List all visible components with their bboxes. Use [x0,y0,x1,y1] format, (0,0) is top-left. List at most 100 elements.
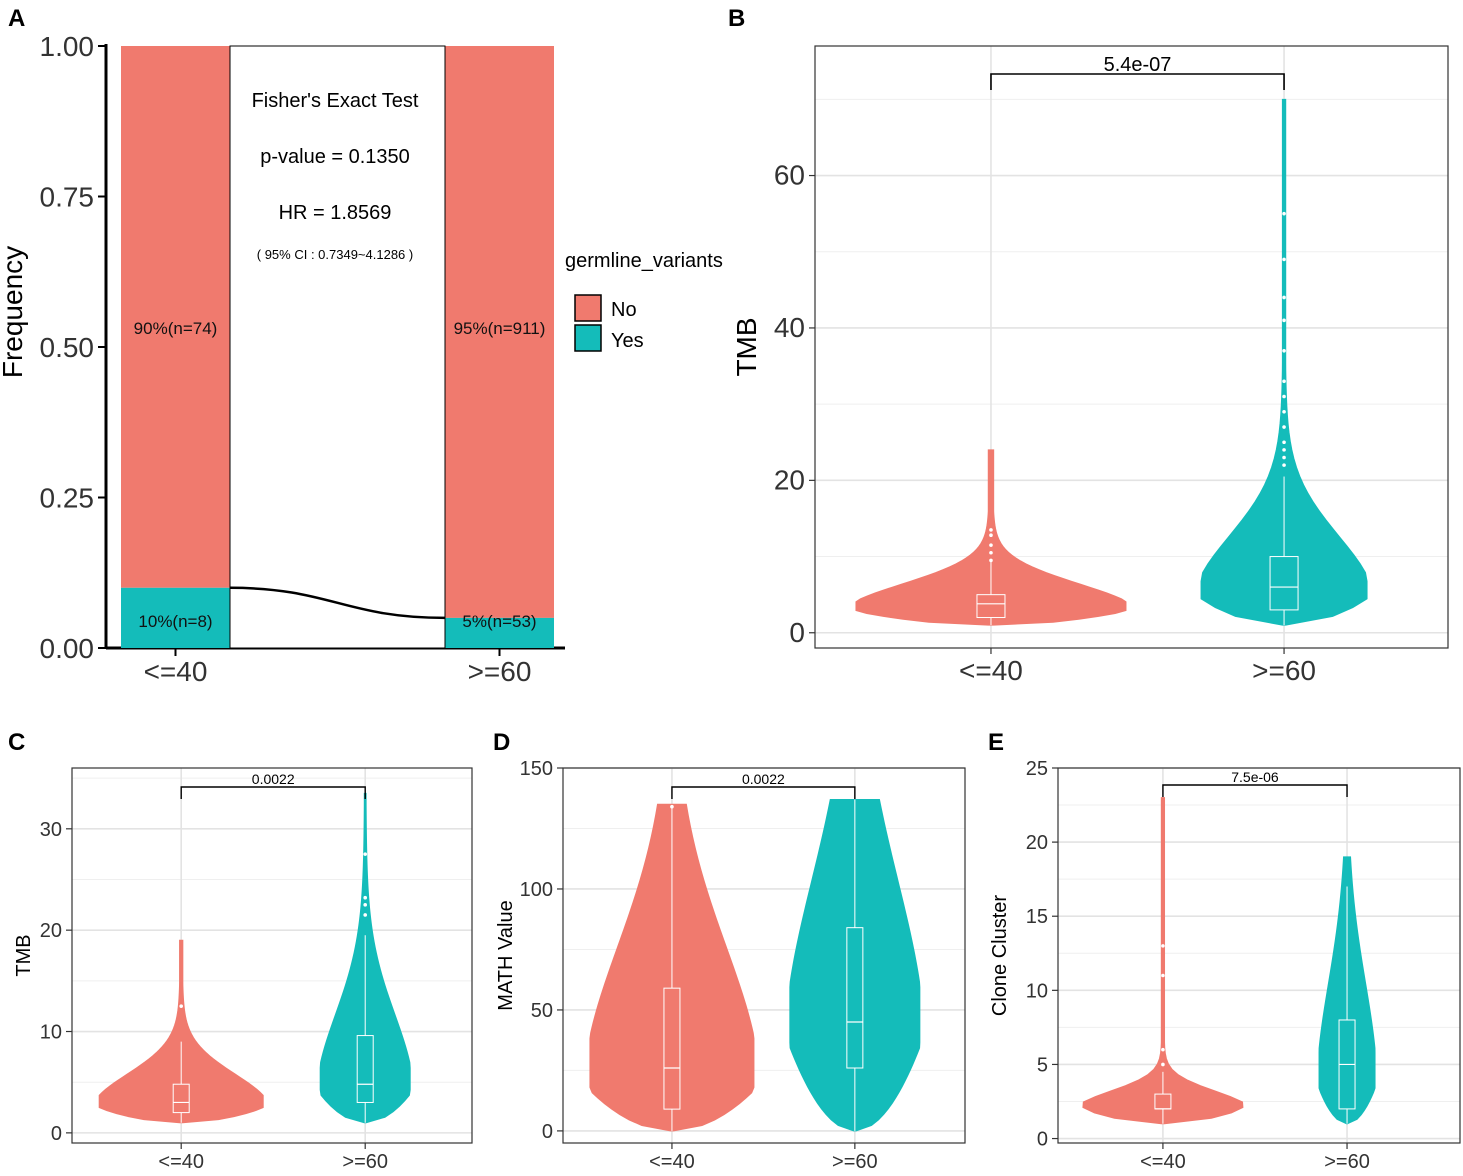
a-y-tick-label: 0.75 [40,182,95,213]
outlier-point [1282,257,1286,262]
x-tick-label: >=60 [1324,1151,1370,1173]
y-tick-label: 40 [774,312,805,343]
y-tick-label: 50 [531,1000,553,1022]
y-tick-label: 20 [40,920,62,942]
a-x-tick-label: >=60 [468,656,532,687]
outlier-point [989,528,993,532]
panel-label-c: C [8,729,25,756]
p-value-label: 0.0022 [252,771,295,787]
outlier-point [670,804,674,809]
significance-bracket [990,73,1285,90]
outlier-point [1282,295,1286,300]
outlier-point [1282,409,1286,414]
y-tick-label: 5 [1037,1054,1048,1076]
y-tick-label: 10 [1026,980,1048,1002]
a-y-tick-label: 0.50 [40,332,95,363]
plot-frame [814,45,1449,649]
significance-bracket [180,786,366,799]
a-legend-key-no [574,294,602,322]
a-x-tick-label: <=40 [144,656,208,687]
a-bar-no-label: 90%(n=74) [134,319,218,338]
plot-frame [1057,767,1461,1144]
y-tick-label: 30 [40,819,62,841]
a-bar-yes [121,587,230,648]
a-bar-no [445,46,554,618]
a-y-tick-label: 1.00 [40,31,95,62]
outlier-point [1282,448,1286,452]
violin-le40 [855,449,1127,626]
a-legend-label-no: No [611,299,637,321]
x-tick-label: >=60 [832,1151,878,1173]
outlier-point [363,913,368,917]
a-annotation-box [229,45,446,649]
a-legend-title: germline_variants [565,250,723,272]
y-tick-label: 100 [520,879,553,901]
outlier-point [989,550,993,555]
y-tick-label: 0 [789,617,805,648]
outlier-point [1282,318,1286,323]
panel-b: 0 20 40 60 <=40 >=60 TMB B 5.4e-07 [728,5,1449,686]
a-bar-no [121,46,230,588]
box-iqr [846,927,864,1069]
outlier-point [1282,455,1286,460]
violin-ge60 [789,798,921,1132]
outlier-point [989,543,993,547]
a-bar-yes [445,617,554,648]
panel-label-a: A [8,5,25,32]
y-tick-label: 20 [1026,832,1048,854]
p-value-label: 7.5e-06 [1231,769,1279,785]
y-tick-label: 10 [40,1022,62,1044]
outlier-point [1282,394,1286,399]
a-legend-label-yes: Yes [611,330,644,352]
x-tick-label: >=60 [1252,655,1316,686]
panel-d: 0 50 100 150 <=40 >=60 MATH Value D 0.0022 [493,729,966,1173]
outlier-point [1161,944,1165,948]
violin-ge60 [1200,98,1368,626]
outlier-point [989,558,993,563]
a-y-tick-label: 0.00 [40,633,95,664]
outlier-point [1282,425,1286,429]
outlier-point [1282,463,1286,467]
violin-le40 [1082,797,1244,1125]
x-tick-label: <=40 [649,1151,695,1173]
a-connector-curve [229,586,446,620]
y-axis-title: Clone Cluster [989,895,1011,1017]
outlier-point [989,533,993,538]
y-tick-label: 15 [1026,906,1048,928]
a-bar-yes-label: 5%(n=53) [462,612,536,631]
y-tick-label: 0 [1037,1129,1048,1151]
y-axis-title: TMB [731,317,762,376]
outlier-point [363,903,368,907]
outlier-point [363,852,368,856]
a-y-axis-title: Frequency [0,246,28,378]
outlier-point [363,895,368,900]
a-bar-no-label: 95%(n=911) [454,319,546,338]
box-iqr [976,594,1006,619]
y-tick-label: 0 [51,1123,62,1145]
a-ci-value: ( 95% CI : 0.7349~4.1286 ) [257,247,413,262]
significance-bracket [671,786,856,799]
panel-e: 0 5 10 15 20 25 <=40 >=60 Clone Cluster E 7.5e-06 [988,729,1461,1173]
y-axis-title: TMB [13,934,35,976]
y-tick-label: 0 [542,1121,553,1143]
box-iqr [663,987,681,1110]
p-value-label: 5.4e-07 [1104,54,1172,76]
plot-background [1058,768,1460,1143]
box-iqr [356,1035,374,1103]
outlier-point [1161,1062,1165,1067]
panel-c: 0 10 20 30 <=40 >=60 TMB C 0.0022 [8,729,473,1173]
a-test-name: Fisher's Exact Test [252,90,419,112]
outlier-point [1282,379,1286,384]
x-tick-label: <=40 [1140,1151,1186,1173]
y-tick-label: 20 [774,464,805,495]
a-p-value: p-value = 0.1350 [260,146,410,168]
x-tick-label: <=40 [959,655,1023,686]
y-axis-title: MATH Value [495,900,517,1010]
outlier-point [1161,973,1165,978]
significance-bracket [1162,784,1348,797]
a-y-tick-label: 0.25 [40,483,95,514]
outlier-point [1282,440,1286,445]
panel-label-e: E [988,729,1004,756]
outlier-point [1282,211,1286,216]
a-bar-yes-label: 10%(n=8) [138,612,212,631]
